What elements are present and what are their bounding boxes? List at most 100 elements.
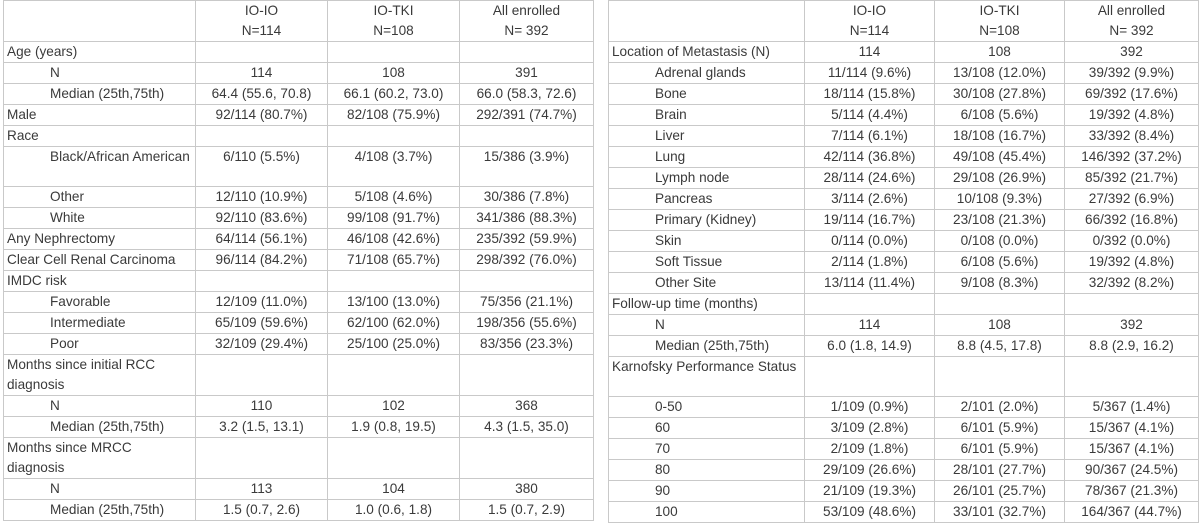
row-label: Median (25th,75th) [3,416,196,438]
right-table-body: IO-IO N=114 IO-TKI N=108 All enrolled N= 392 L… [608,0,1199,523]
row-label: Other Site [608,272,805,294]
value-cell: 3/109 (2.8%) [804,417,935,439]
table-row: 90 21/109 (19.3%) 26/101 (25.7%) 78/367 (21… [608,480,1199,502]
row-label: Other [3,186,196,208]
value-cell [327,437,460,479]
row-label: Any Nephrectomy [3,228,196,250]
value-cell: 71/108 (65.7%) [327,249,460,271]
value-cell: 1.9 (0.8, 19.5) [327,416,460,438]
value-cell: 64/114 (56.1%) [195,228,328,250]
row-label: Clear Cell Renal Carcinoma [3,249,196,271]
row-label: Median (25th,75th) [3,83,196,105]
row-label: Primary (Kidney) [608,209,805,231]
row-label: N [608,314,805,336]
value-cell: 42/114 (36.8%) [804,146,935,168]
row-label: Poor [3,333,196,355]
value-cell: 82/108 (75.9%) [327,104,460,126]
header-label-cell [608,0,805,42]
value-cell: 368 [459,395,594,417]
table-row: White 92/110 (83.6%) 99/108 (91.7%) 341/386… [3,207,594,229]
value-cell: 108 [934,314,1065,336]
value-cell: 108 [934,41,1065,63]
value-cell [195,41,328,63]
table-row: IMDC risk [3,270,594,292]
row-label: Bone [608,83,805,105]
value-cell: 1.5 (0.7, 2.9) [459,499,594,521]
row-label: Lymph node [608,167,805,189]
row-label: Favorable [3,291,196,313]
value-cell: 341/386 (88.3%) [459,207,594,229]
value-cell: 392 [1064,41,1199,63]
value-cell: 69/392 (17.6%) [1064,83,1199,105]
value-cell: 15/367 (4.1%) [1064,417,1199,439]
value-cell: 104 [327,478,460,500]
value-cell: 33/101 (32.7%) [934,501,1065,523]
table-row: Median (25th,75th) 3.2 (1.5, 13.1) 1.9 (0.… [3,416,594,438]
header-row: IO-IO N=114 IO-TKI N=108 All enrolled N= 392 [3,0,594,42]
row-label: 80 [608,459,805,481]
value-cell: 13/100 (13.0%) [327,291,460,313]
table-row: Follow-up time (months) [608,293,1199,315]
value-cell: 2/109 (1.8%) [804,438,935,460]
column-header: IO-IO N=114 [804,0,935,42]
table-row: Median (25th,75th) 1.5 (0.7, 2.6) 1.0 (0.6… [3,499,594,521]
value-cell: 0/108 (0.0%) [934,230,1065,252]
value-cell: 1/109 (0.9%) [804,396,935,418]
value-cell: 1.5 (0.7, 2.6) [195,499,328,521]
header-row: IO-IO N=114 IO-TKI N=108 All enrolled N= 392 [608,0,1199,42]
row-label: Race [3,125,196,147]
value-cell: 0/114 (0.0%) [804,230,935,252]
table-row: 80 29/109 (26.6%) 28/101 (27.7%) 90/367 (24… [608,459,1199,481]
value-cell: 102 [327,395,460,417]
row-label: Months since MRCC diagnosis [3,437,196,479]
value-cell: 3.2 (1.5, 13.1) [195,416,328,438]
value-cell: 110 [195,395,328,417]
value-cell: 25/100 (25.0%) [327,333,460,355]
table-row: Median (25th,75th) 64.4 (55.6, 70.8) 66.1 … [3,83,594,105]
value-cell: 8.8 (4.5, 17.8) [934,335,1065,357]
row-label: Soft Tissue [608,251,805,273]
column-header: All enrolled N= 392 [459,0,594,42]
value-cell: 96/114 (84.2%) [195,249,328,271]
value-cell: 6/110 (5.5%) [195,146,328,187]
value-cell: 53/109 (48.6%) [804,501,935,523]
baseline-characteristics-table: IO-IO N=114 IO-TKI N=108 All enrolled N= 392 A… [3,0,594,521]
value-cell: 78/367 (21.3%) [1064,480,1199,502]
value-cell: 28/114 (24.6%) [804,167,935,189]
table-row: Other 12/110 (10.9%) 5/108 (4.6%) 30/386 (7… [3,186,594,208]
row-label: Age (years) [3,41,196,63]
table-row: Male 92/114 (80.7%) 82/108 (75.9%) 292/391 … [3,104,594,126]
value-cell [459,270,594,292]
value-cell: 113 [195,478,328,500]
table-row: Age (years) [3,41,594,63]
value-cell: 49/108 (45.4%) [934,146,1065,168]
row-label: Black/African American [3,146,196,187]
value-cell: 29/108 (26.9%) [934,167,1065,189]
value-cell: 10/108 (9.3%) [934,188,1065,210]
value-cell: 46/108 (42.6%) [327,228,460,250]
table-row: Primary (Kidney) 19/114 (16.7%) 23/108 (21… [608,209,1199,231]
row-label: Liver [608,125,805,147]
table-row: N 110 102 368 [3,395,594,417]
value-cell: 66/392 (16.8%) [1064,209,1199,231]
value-cell: 18/114 (15.8%) [804,83,935,105]
value-cell [327,41,460,63]
value-cell: 4.3 (1.5, 35.0) [459,416,594,438]
table-row: Brain 5/114 (4.4%) 6/108 (5.6%) 19/392 (4.8… [608,104,1199,126]
value-cell: 66.1 (60.2, 73.0) [327,83,460,105]
value-cell: 114 [195,62,328,84]
value-cell [934,356,1065,397]
value-cell: 32/109 (29.4%) [195,333,328,355]
value-cell: 164/367 (44.7%) [1064,501,1199,523]
value-cell: 18/108 (16.7%) [934,125,1065,147]
value-cell: 6.0 (1.8, 14.9) [804,335,935,357]
row-label: 70 [608,438,805,460]
value-cell [459,354,594,396]
value-cell [1064,356,1199,397]
value-cell [1064,293,1199,315]
value-cell [459,437,594,479]
value-cell: 7/114 (6.1%) [804,125,935,147]
value-cell: 11/114 (9.6%) [804,62,935,84]
value-cell: 1.0 (0.6, 1.8) [327,499,460,521]
table-row: Poor 32/109 (29.4%) 25/100 (25.0%) 83/356 (… [3,333,594,355]
